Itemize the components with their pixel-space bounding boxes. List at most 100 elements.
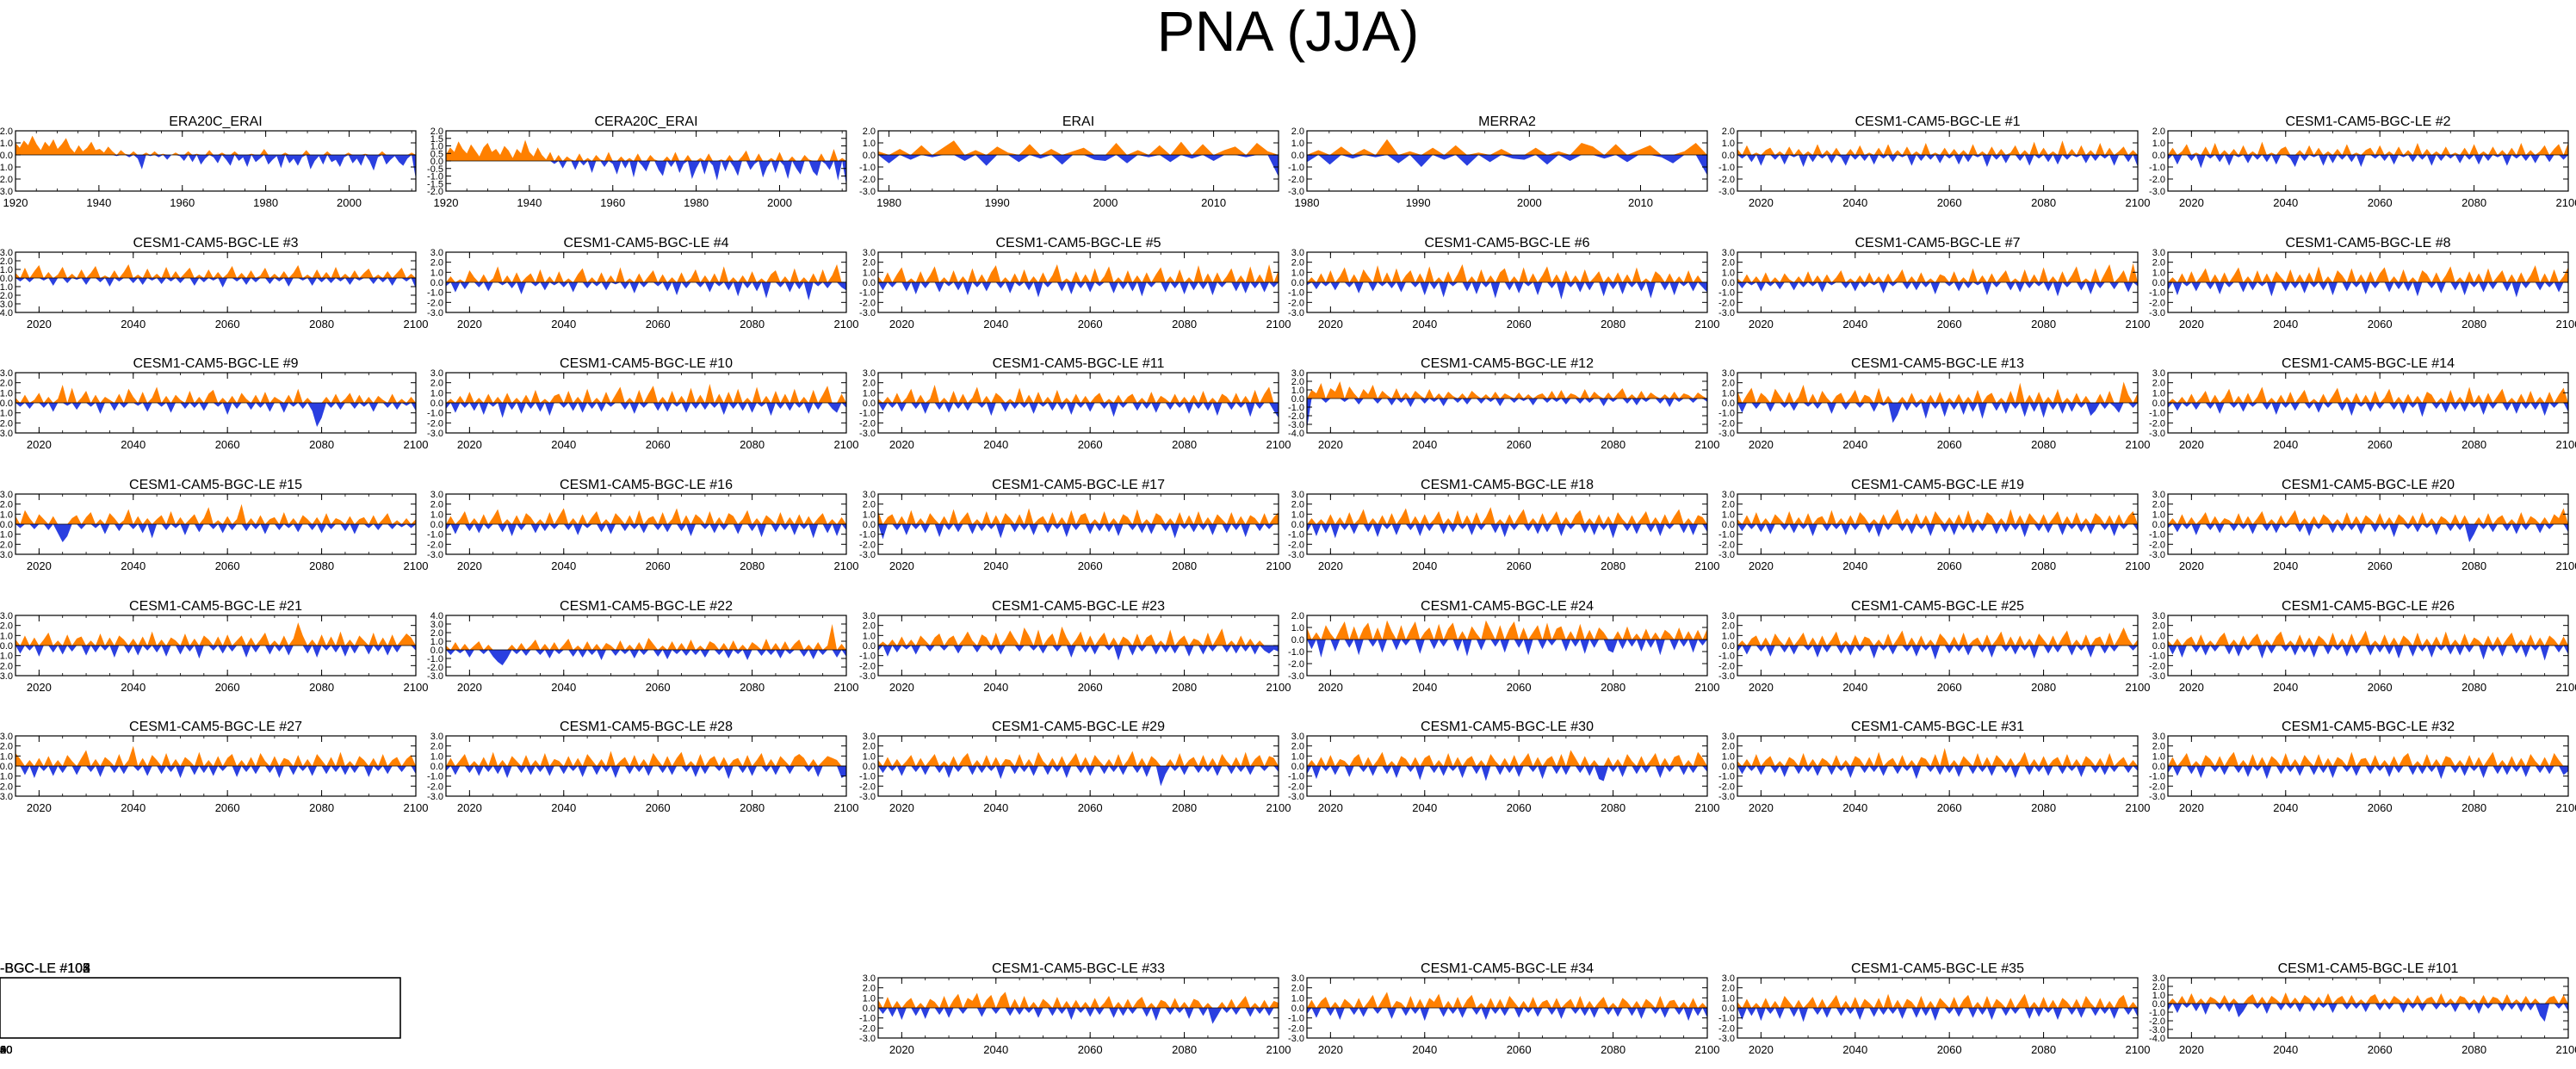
y-tick-label: 1.0 xyxy=(1291,510,1304,520)
negative-area xyxy=(1737,1008,2138,1023)
y-tick-label: 2.0 xyxy=(1291,611,1304,621)
y-tick-label: 1.0 xyxy=(863,993,876,1004)
y-tick-label: -3.0 xyxy=(0,550,13,560)
x-tick-label: 2040 xyxy=(551,318,576,331)
y-tick-label: -1.0 xyxy=(0,282,13,293)
x-tick-label: 2100 xyxy=(1695,318,1720,331)
x-tick-label: 2020 xyxy=(1749,438,1774,451)
x-tick-label: 2100 xyxy=(1695,1043,1720,1056)
y-tick-label: 1.0 xyxy=(1722,631,1735,641)
y-tick-label: 3.0 xyxy=(1722,732,1735,742)
x-tick-label: 2080 xyxy=(1172,681,1197,694)
negative-area xyxy=(15,766,416,778)
x-tick-label: 2080 xyxy=(1601,681,1625,694)
x-tick-label: 2040 xyxy=(551,438,576,451)
x-tick-label: 2060 xyxy=(646,318,671,331)
negative-area xyxy=(878,646,1279,661)
y-tick-label: 3.0 xyxy=(430,490,443,500)
y-tick-label: 1.0 xyxy=(863,751,876,762)
x-tick-label: 2040 xyxy=(0,1043,12,1056)
x-tick-label: 2100 xyxy=(404,681,429,694)
x-tick-label: 2100 xyxy=(2126,438,2151,451)
y-tick-label: 2.0 xyxy=(430,258,443,269)
y-tick-label: 0.0 xyxy=(2152,999,2165,1010)
y-tick-label: -1.0 xyxy=(2149,288,2165,299)
y-tick-label: -3.0 xyxy=(859,187,876,197)
x-tick-label: 2020 xyxy=(0,1043,12,1056)
panel-title: CESM1-CAM5-BGC-LE #7 xyxy=(1855,236,2020,250)
y-tick-label: -1.0 xyxy=(1718,163,1735,173)
x-tick-label: 2100 xyxy=(2556,438,2576,451)
x-tick-label: 2060 xyxy=(215,438,240,451)
y-tick-label: 2.0 xyxy=(430,500,443,510)
panel-title: CESM1-CAM5-BGC-LE #4 xyxy=(563,236,728,250)
y-tick-label: -1.0 xyxy=(1718,1014,1735,1024)
negative-area xyxy=(1307,524,1707,539)
x-tick-label: 2040 xyxy=(983,801,1008,814)
y-tick-label: -1.0 xyxy=(2149,652,2165,662)
x-tick-label: 2040 xyxy=(2273,801,2298,814)
y-tick-label: -3.0 xyxy=(1288,792,1304,802)
y-tick-label: -3.0 xyxy=(1288,1034,1304,1044)
y-tick-label: 2.0 xyxy=(2152,127,2165,137)
y-tick-label: -3.0 xyxy=(1288,187,1304,197)
x-tick-label: 2060 xyxy=(646,438,671,451)
positive-area xyxy=(1307,264,1707,282)
y-tick-label: -2.0 xyxy=(0,540,13,550)
positive-area xyxy=(878,992,1279,1008)
x-tick-label: 2060 xyxy=(1937,559,1962,572)
x-tick-label: 2100 xyxy=(2556,559,2576,572)
negative-area xyxy=(1307,1008,1707,1022)
x-tick-label: 2040 xyxy=(983,559,1008,572)
y-tick-label: 2.0 xyxy=(863,127,876,137)
y-tick-label: -1.0 xyxy=(427,772,443,782)
y-tick-label: -3.0 xyxy=(1718,187,1735,197)
y-tick-label: 2.0 xyxy=(1722,379,1735,389)
plot-frame xyxy=(1306,372,1708,434)
positive-area xyxy=(878,626,1279,646)
x-tick-label: 2060 xyxy=(1078,559,1103,572)
x-tick-label: 2100 xyxy=(0,1043,12,1056)
y-tick-label: 1.0 xyxy=(1722,510,1735,520)
x-tick-label: 2060 xyxy=(1937,318,1962,331)
panel: CESM1-CAM5-BGC-LE #20 3.02.01.00.0-1.0-2.… xyxy=(2149,478,2576,572)
negative-area xyxy=(446,282,846,300)
y-tick-label: 3.0 xyxy=(1291,248,1304,258)
y-tick-label: 1.0 xyxy=(863,268,876,278)
y-tick-label: -3.0 xyxy=(427,308,443,318)
x-tick-label: 2060 xyxy=(215,681,240,694)
y-tick-label: 3.0 xyxy=(863,490,876,500)
x-tick-label: 2100 xyxy=(1266,438,1291,451)
x-tick-label: 2100 xyxy=(1695,681,1720,694)
x-tick-label: 2080 xyxy=(2461,681,2486,694)
y-tick-label: -1.0 xyxy=(0,163,13,173)
x-tick-label: 2080 xyxy=(2461,318,2486,331)
positive-area xyxy=(1307,507,1707,524)
panel-title: CESM1-CAM5-BGC-LE #30 xyxy=(1421,720,1594,734)
y-tick-label: -3.0 xyxy=(1288,308,1304,318)
y-tick-label: 0.0 xyxy=(2152,520,2165,530)
y-tick-label: -2.0 xyxy=(2149,1016,2165,1027)
x-tick-label: 2060 xyxy=(1937,438,1962,451)
y-tick-label: 0.0 xyxy=(1722,762,1735,772)
positive-area xyxy=(2168,751,2568,766)
x-tick-label: 2020 xyxy=(0,1043,12,1056)
y-tick-label: 3.0 xyxy=(863,732,876,742)
negative-area xyxy=(1737,403,2138,423)
y-tick-label: -2.0 xyxy=(0,661,13,671)
y-tick-label: 0.0 xyxy=(1722,151,1735,161)
y-tick-label: 1.0 xyxy=(863,631,876,641)
x-tick-label: 2100 xyxy=(0,1043,12,1056)
x-tick-label: 2060 xyxy=(2368,559,2393,572)
plot-frame xyxy=(1306,615,1708,677)
negative-area xyxy=(1737,766,2138,780)
y-tick-label: -1.0 xyxy=(0,772,13,782)
panel: CESM1-CAM5-BGC-LE #35 3.02.01.00.0-1.0-2.… xyxy=(1718,961,2150,1056)
x-tick-label: 2060 xyxy=(1507,801,1532,814)
y-tick-label: 3.0 xyxy=(2152,732,2165,742)
x-tick-label: 2010 xyxy=(1201,196,1226,209)
y-tick-label: 3.0 xyxy=(0,611,13,621)
panel-title: CESM1-CAM5-BGC-LE #18 xyxy=(1421,478,1594,492)
x-tick-label: 2040 xyxy=(551,681,576,694)
